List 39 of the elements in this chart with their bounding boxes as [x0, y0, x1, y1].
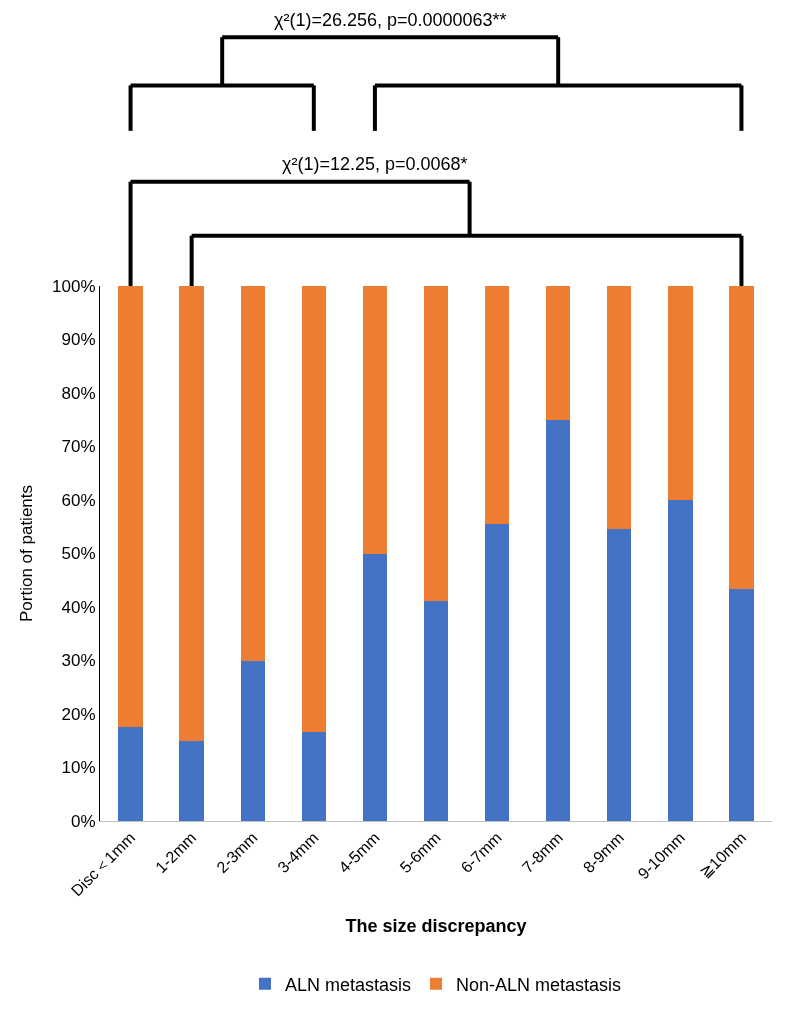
bar	[668, 286, 693, 500]
y-tick-label: 30%	[61, 651, 96, 671]
bar	[607, 529, 632, 821]
bar	[607, 286, 632, 530]
bar	[118, 726, 143, 821]
y-tick-label: 50%	[61, 544, 96, 564]
y-tick-label: 90%	[61, 330, 96, 350]
y-tick-label: 10%	[61, 758, 96, 778]
bar	[484, 286, 510, 524]
bar	[179, 286, 204, 741]
y-tick-label: 80%	[61, 383, 96, 403]
y-tick-label: 100%	[52, 276, 96, 296]
bar	[484, 523, 510, 821]
legend-label: Non-ALN metastasis	[456, 974, 622, 995]
bar	[729, 286, 754, 590]
bar	[545, 286, 571, 420]
y-tick-label: 60%	[61, 490, 96, 510]
bar	[729, 589, 754, 821]
y-tick-label: 40%	[61, 597, 96, 617]
bar	[362, 553, 388, 821]
bar	[362, 286, 388, 554]
legend-label: ALN metastasis	[285, 974, 412, 995]
bar	[179, 740, 204, 821]
y-tick-label: 0%	[71, 811, 96, 831]
text: χ²(1)=26.256, p=0.0000063**	[274, 10, 507, 30]
y-tick-label: 20%	[61, 704, 96, 724]
y-axis-title: Portion of patients	[16, 484, 36, 623]
bar	[668, 500, 693, 821]
bar	[301, 286, 327, 732]
y-tick-label: 70%	[61, 437, 96, 457]
bar	[118, 286, 143, 727]
bar	[423, 286, 449, 601]
bar	[423, 600, 449, 821]
text: χ²(1)=12.25, p=0.0068*	[282, 154, 468, 174]
bar	[240, 660, 265, 821]
x-axis-title: The size discrepancy	[345, 915, 527, 936]
bar	[545, 419, 571, 821]
bar	[240, 286, 265, 661]
bar	[301, 731, 327, 821]
